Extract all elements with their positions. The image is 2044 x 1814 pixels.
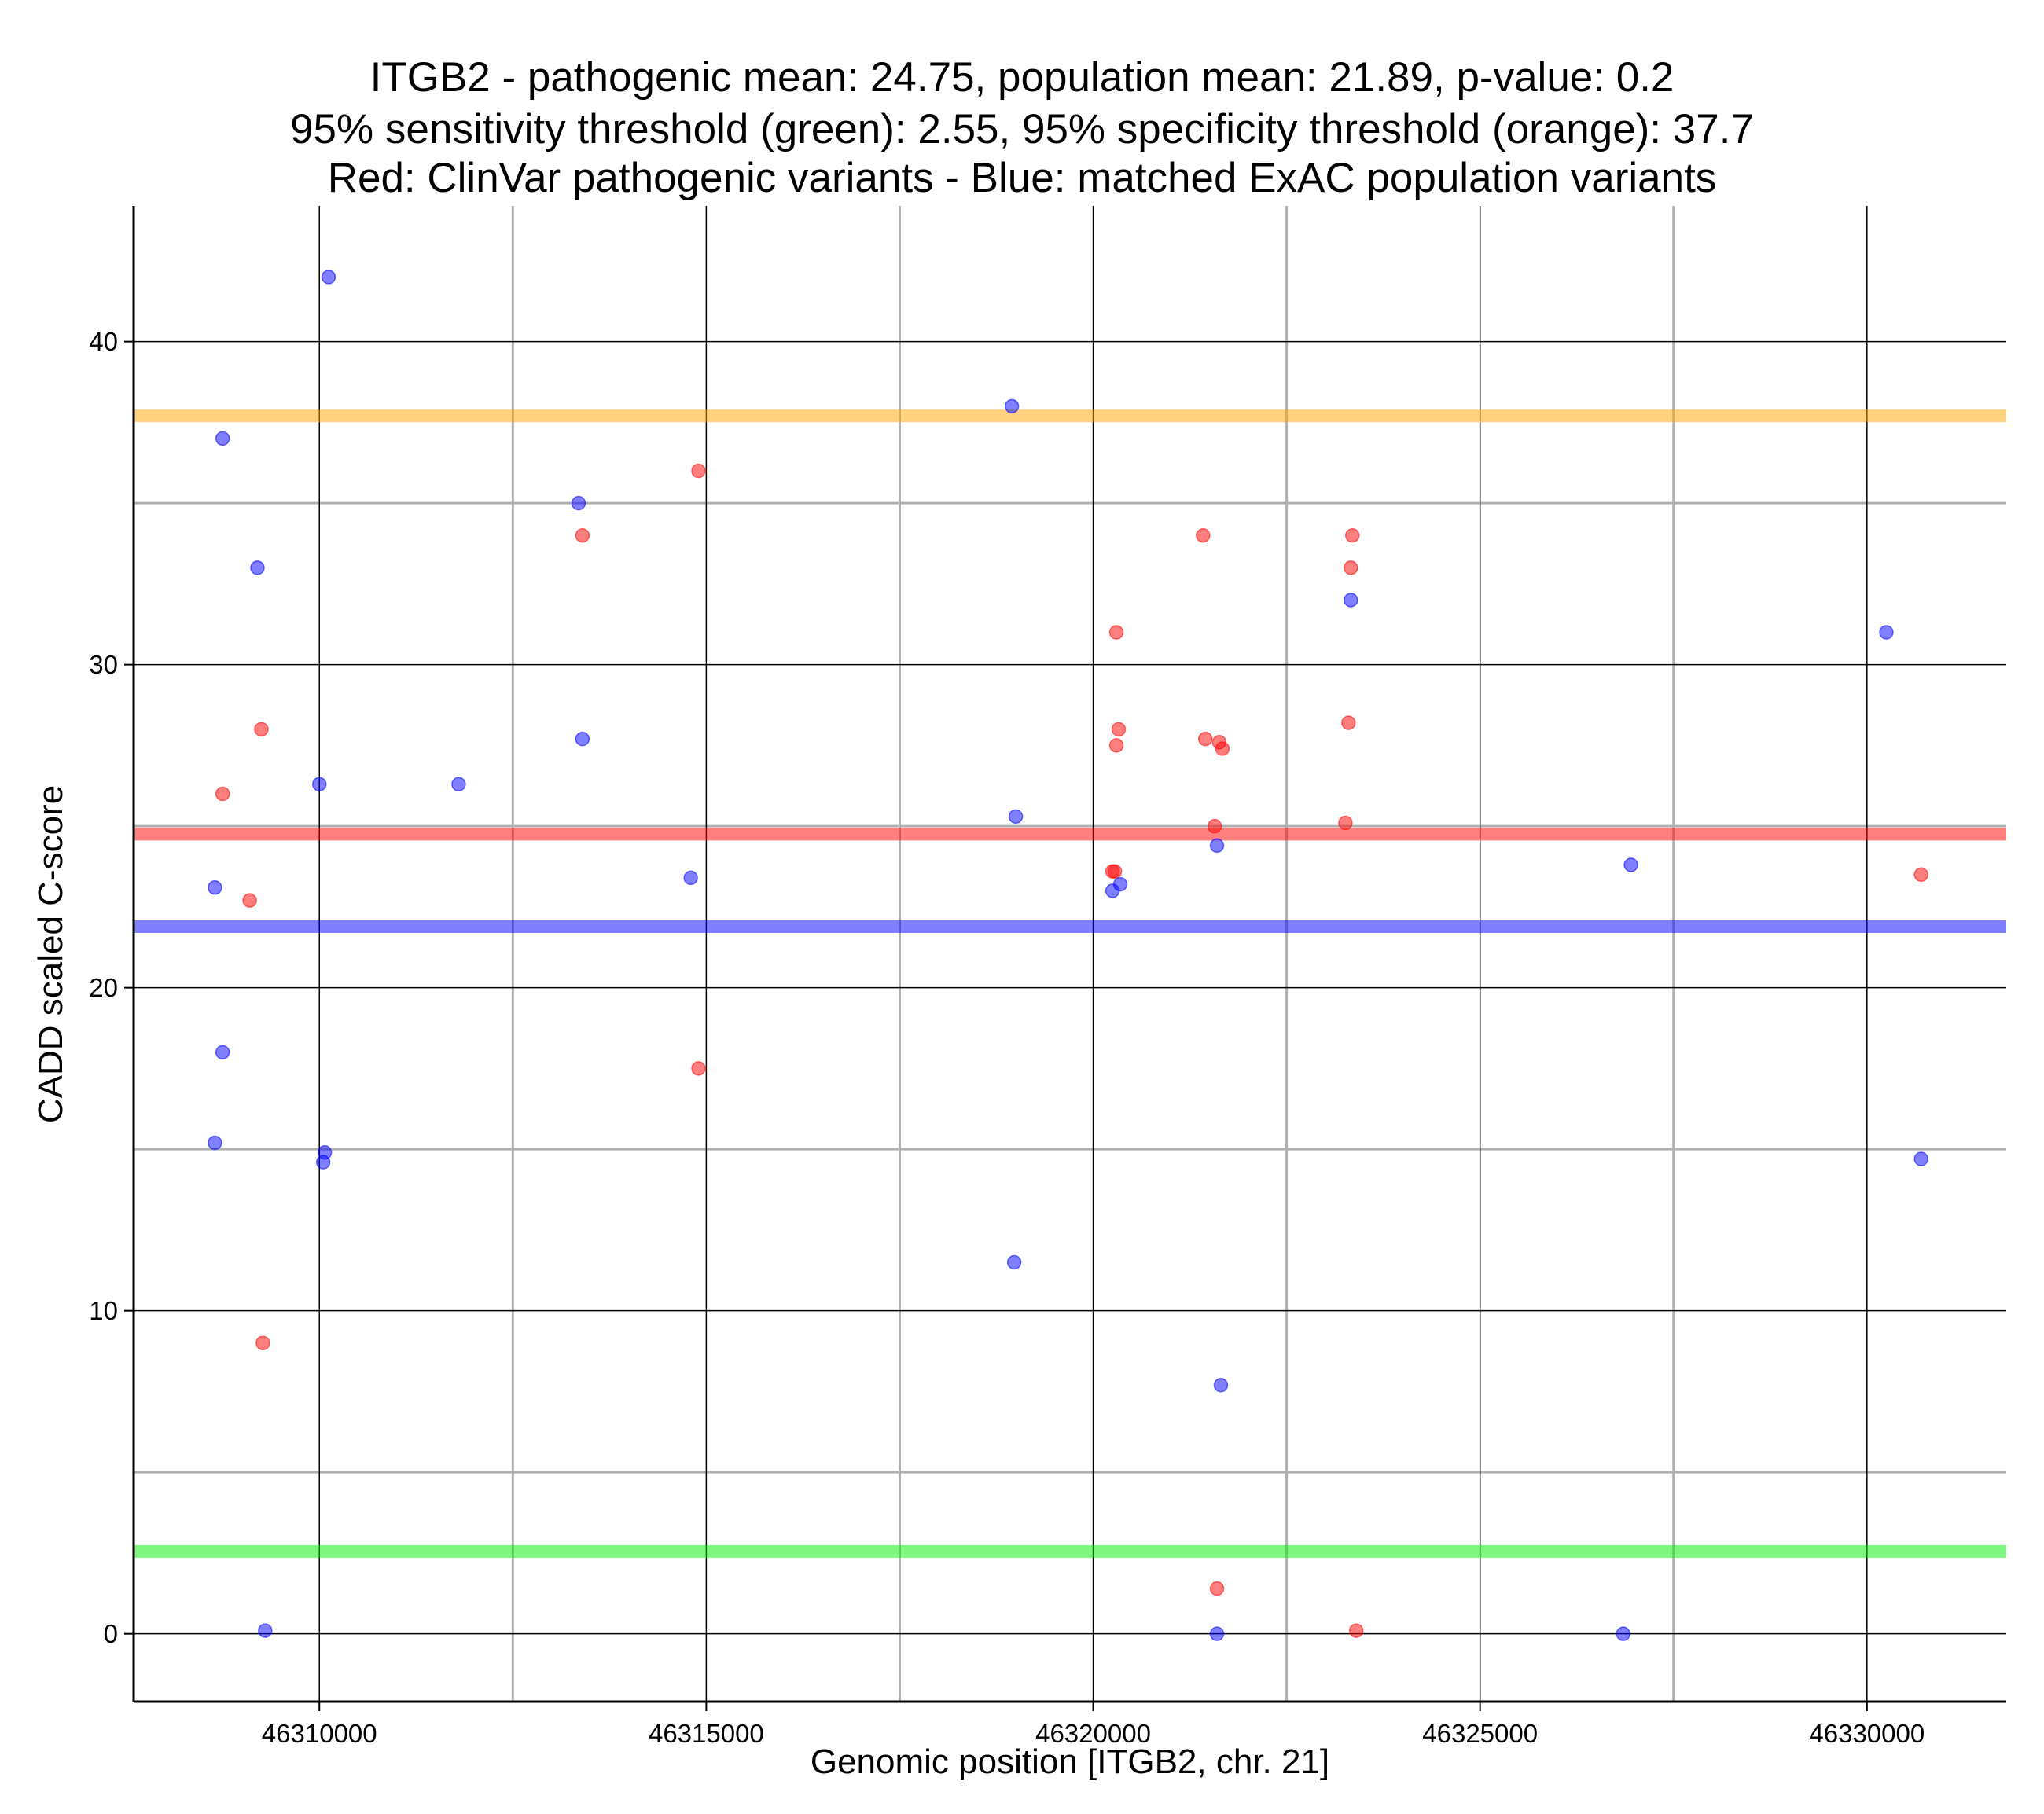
pathogenic-point — [575, 527, 590, 543]
data-points — [208, 270, 1928, 1641]
pathogenic-point — [1341, 715, 1356, 730]
pathogenic-point — [1108, 738, 1124, 753]
x-tick-label: 46330000 — [1809, 1719, 1925, 1748]
population-point — [1209, 1626, 1225, 1641]
pathogenic-point — [256, 1335, 270, 1351]
population-point — [311, 777, 327, 791]
pathogenic-point — [691, 1061, 706, 1076]
pathogenic-point — [1196, 527, 1211, 543]
population-point — [1209, 838, 1225, 854]
pathogenic-point — [1215, 741, 1230, 756]
reference-lines — [134, 409, 2006, 1558]
pathogenic-point — [1209, 1581, 1225, 1596]
population-point — [1879, 625, 1894, 640]
population-point — [258, 1623, 273, 1638]
population-point — [1213, 1377, 1229, 1393]
pathogenic-point — [1198, 731, 1213, 747]
pathogenic-point — [1108, 625, 1124, 640]
population-point — [1913, 1151, 1928, 1166]
axes — [124, 206, 2006, 1711]
population-point — [317, 1145, 333, 1160]
chart-title-line-2: 95% sensitivity threshold (green): 2.55,… — [290, 106, 1754, 152]
y-tick-label: 20 — [89, 972, 118, 1002]
minor-gridlines — [134, 206, 2006, 1702]
x-tick-label: 46320000 — [1035, 1719, 1151, 1748]
pathogenic-point — [1344, 560, 1358, 575]
y-axis-title: CADD scaled C-score — [31, 784, 70, 1123]
pathogenic-point — [1111, 722, 1127, 737]
population-point — [1616, 1626, 1631, 1641]
population-point — [1344, 593, 1358, 608]
population-point — [683, 870, 698, 886]
population-point — [208, 1135, 222, 1151]
x-tick-label: 46310000 — [261, 1719, 377, 1748]
pathogenic-point — [691, 463, 706, 479]
population-point — [321, 270, 336, 285]
population-point — [1004, 398, 1020, 414]
x-tick-label: 46325000 — [1422, 1719, 1539, 1748]
pathogenic-point — [215, 786, 230, 802]
pathogenic-point — [242, 893, 257, 908]
x-axis-title: Genomic position [ITGB2, chr. 21] — [810, 1742, 1330, 1781]
chart-title-line-1: ITGB2 - pathogenic mean: 24.75, populati… — [369, 54, 1675, 101]
population-point — [215, 431, 230, 446]
y-tick-label: 30 — [89, 649, 118, 679]
pathogenic-point — [1338, 815, 1353, 831]
population-point — [215, 1045, 230, 1060]
y-tick-label: 40 — [89, 326, 118, 356]
pathogenic-point — [1207, 818, 1222, 834]
population-point — [575, 731, 590, 747]
population-point — [1006, 1254, 1022, 1270]
y-tick-label: 0 — [103, 1618, 118, 1648]
pathogenic-point — [1913, 867, 1928, 883]
chart-title-line-3: Red: ClinVar pathogenic variants - Blue:… — [327, 155, 1717, 201]
population-point — [1623, 857, 1638, 872]
pathogenic-point — [1107, 864, 1123, 879]
pathogenic-point — [1348, 1623, 1364, 1638]
population-point — [571, 495, 586, 511]
major-gridlines — [134, 206, 2006, 1702]
population-point — [208, 879, 222, 895]
population-point — [451, 777, 466, 791]
x-tick-label: 46315000 — [648, 1719, 764, 1748]
population-point — [1008, 809, 1024, 824]
pathogenic-point — [254, 722, 269, 737]
population-point — [250, 560, 265, 575]
y-tick-label: 10 — [89, 1295, 118, 1325]
pathogenic-point — [1345, 527, 1360, 543]
population-point — [1112, 876, 1128, 892]
